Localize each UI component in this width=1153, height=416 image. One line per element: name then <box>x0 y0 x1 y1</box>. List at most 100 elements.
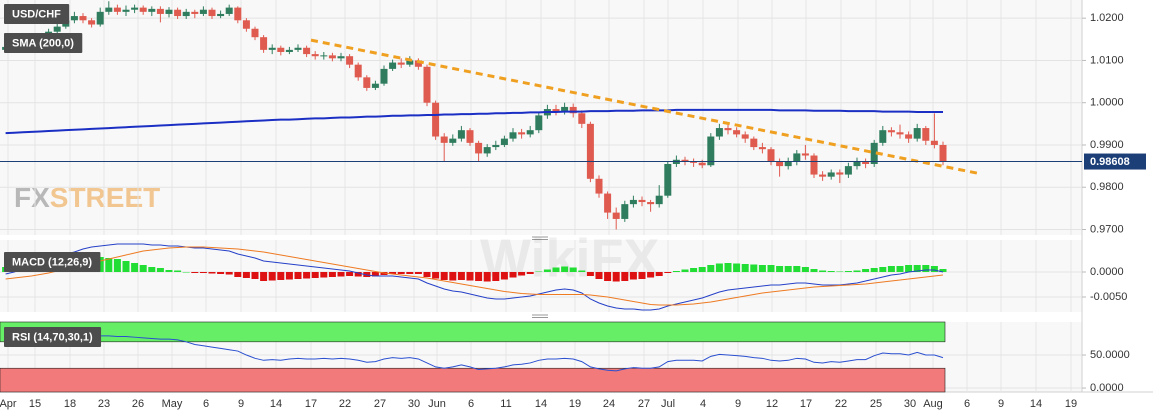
x-tick-label: 24 <box>603 398 615 410</box>
x-tick-label: 6 <box>468 398 474 410</box>
histogram-bar <box>466 272 474 281</box>
histogram-bar <box>561 266 569 272</box>
histogram-bar <box>199 272 207 273</box>
histogram-bar <box>148 267 156 272</box>
candle-body <box>363 77 371 88</box>
candle-body <box>509 132 517 139</box>
candle-body <box>879 130 887 143</box>
histogram-bar <box>776 266 784 272</box>
x-tick-label: Jun <box>428 398 446 410</box>
candle-body <box>758 147 766 150</box>
histogram-bar <box>432 272 440 279</box>
histogram-bar <box>303 272 311 279</box>
x-tick-label: 4 <box>700 398 706 410</box>
x-tick-label: 14 <box>535 398 547 410</box>
candle-body <box>199 9 207 14</box>
histogram-bar <box>217 272 225 274</box>
y-tick-label: 0.0000 <box>1090 266 1124 278</box>
histogram-bar <box>311 272 319 278</box>
candle-body <box>406 60 414 65</box>
candle-body <box>79 16 87 21</box>
candle-body <box>681 159 689 162</box>
candle-body <box>629 199 637 205</box>
overbought-band <box>0 321 946 343</box>
histogram-bar <box>483 272 491 282</box>
candle-body <box>844 166 852 175</box>
histogram-bar <box>629 272 637 280</box>
candle-body <box>733 130 741 135</box>
candle-body <box>131 7 139 10</box>
histogram-bar <box>475 272 483 281</box>
candle-body <box>862 161 870 164</box>
histogram-bar <box>870 268 878 272</box>
candle-body <box>604 193 612 213</box>
candle-body <box>896 132 904 135</box>
histogram-bar <box>655 272 663 276</box>
candle-body <box>475 142 483 154</box>
candle-body <box>217 13 225 17</box>
legend-entry: SMA (200,0) <box>12 37 74 49</box>
x-tick-label: May <box>162 398 183 410</box>
histogram-bar <box>260 272 268 281</box>
candle-body <box>277 47 285 52</box>
x-tick-label: 14 <box>1030 398 1042 410</box>
candle-body <box>70 16 78 21</box>
histogram-bar <box>784 266 792 272</box>
candle-body <box>328 55 336 59</box>
x-tick-label: 30 <box>904 398 916 410</box>
histogram-bar <box>242 272 250 278</box>
candle-body <box>913 128 921 139</box>
histogram-bar <box>844 271 852 272</box>
candle-body <box>311 54 319 57</box>
candle-body <box>191 11 199 14</box>
histogram-bar <box>225 272 233 275</box>
series-line <box>5 243 944 311</box>
histogram-bar <box>131 263 139 272</box>
histogram-bar <box>586 272 594 276</box>
candle-body <box>156 8 164 14</box>
histogram-bar <box>887 266 895 272</box>
x-tick-label: Apr <box>0 398 17 410</box>
candle-body <box>767 149 775 162</box>
histogram-bar <box>862 269 870 272</box>
y-tick-label: 1.0200 <box>1090 12 1124 24</box>
x-tick-label: 27 <box>374 398 386 410</box>
watermark-wikifx: WikiFX <box>480 228 660 288</box>
candle-body <box>432 102 440 137</box>
x-tick-label: Aug <box>923 398 943 410</box>
candle-body <box>939 144 947 162</box>
histogram-bar <box>930 266 938 272</box>
candle-body <box>578 113 586 124</box>
candle-body <box>242 20 250 29</box>
histogram-bar <box>526 272 534 274</box>
candle-body <box>621 204 629 219</box>
candle-body <box>268 47 276 50</box>
candle-body <box>552 109 560 112</box>
candle-body <box>690 161 698 163</box>
series-line <box>5 334 944 372</box>
histogram-bar <box>552 267 560 272</box>
histogram-bar <box>285 272 293 280</box>
x-tick-label: 23 <box>98 398 110 410</box>
histogram-bar <box>440 272 448 280</box>
candle-body <box>354 64 362 78</box>
histogram-bar <box>896 266 904 272</box>
candle-body <box>853 161 861 167</box>
candle-body <box>208 9 216 17</box>
x-tick-label: 17 <box>305 398 317 410</box>
legend-entry-box <box>4 33 83 53</box>
candle-body <box>320 55 328 57</box>
x-tick-label: 19 <box>1065 398 1077 410</box>
histogram-bar <box>139 265 147 272</box>
histogram-bar <box>371 272 379 277</box>
candle-body <box>801 153 809 156</box>
histogram-bar <box>819 270 827 272</box>
x-tick-label: 30 <box>408 398 420 410</box>
histogram-bar <box>500 272 508 280</box>
candle-body <box>698 162 706 166</box>
candle-body <box>466 130 474 143</box>
series-line <box>5 108 943 135</box>
x-tick-label: 9 <box>238 398 244 410</box>
histogram-bar <box>724 263 732 272</box>
